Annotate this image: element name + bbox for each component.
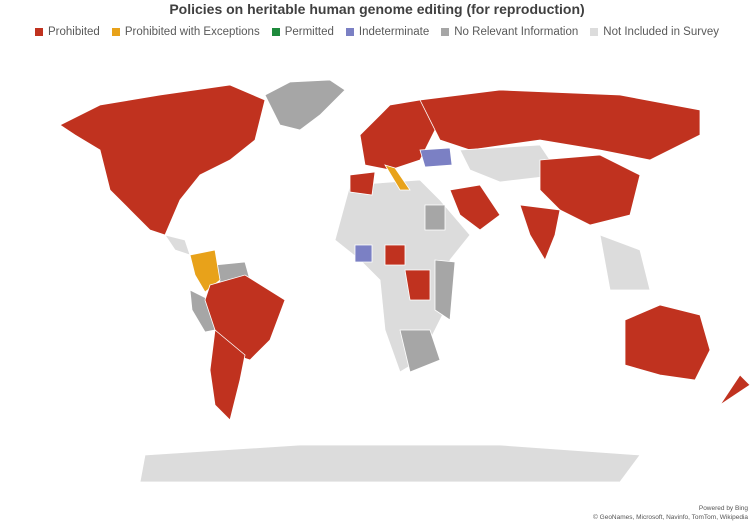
- region: [354, 244, 373, 263]
- legend-swatch: [441, 28, 450, 36]
- powered-by: Powered by Bing: [698, 505, 748, 512]
- region: [424, 204, 446, 231]
- legend-item: Not Included in Survey: [590, 26, 719, 38]
- region: [264, 79, 346, 131]
- region: [539, 154, 641, 226]
- legend-item: Permitted: [271, 26, 334, 38]
- region: [404, 269, 431, 301]
- region: [164, 234, 191, 256]
- legend-swatch: [590, 28, 599, 36]
- region: [359, 99, 441, 171]
- region: [384, 164, 411, 191]
- region: [599, 234, 651, 291]
- legend-item: Indeterminate: [345, 26, 430, 38]
- attribution: Powered by Bing © GeoNames, Microsoft, N…: [593, 504, 748, 522]
- map-title: Policies on heritable human genome editi…: [169, 1, 585, 17]
- legend-label: Permitted: [284, 26, 334, 38]
- legend-swatch: [111, 28, 120, 36]
- legend: Prohibited Prohibited with Exceptions Perm…: [0, 26, 754, 38]
- region: [209, 329, 246, 421]
- legend-swatch: [35, 28, 44, 36]
- legend-label: Not Included in Survey: [603, 26, 719, 38]
- region: [519, 204, 561, 261]
- region: [624, 304, 711, 381]
- region: [384, 244, 406, 266]
- region: [449, 184, 501, 231]
- region: [419, 147, 453, 168]
- region: [139, 444, 641, 483]
- legend-item: Prohibited: [35, 26, 100, 38]
- region: [399, 329, 441, 373]
- region: [59, 84, 266, 236]
- legend-item: Prohibited with Exceptions: [111, 26, 260, 38]
- region: [434, 259, 456, 321]
- legend-label: No Relevant Information: [454, 26, 579, 38]
- legend-label: Prohibited with Exceptions: [124, 26, 260, 38]
- legend-label: Indeterminate: [358, 26, 430, 38]
- region: [459, 144, 561, 183]
- legend-swatch: [345, 28, 354, 36]
- sources: © GeoNames, Microsoft, Navinfo, TomTom, …: [593, 514, 748, 521]
- region: [419, 89, 701, 161]
- legend-label: Prohibited: [48, 26, 100, 38]
- legend-swatch: [271, 28, 280, 36]
- legend-item: No Relevant Information: [441, 26, 578, 38]
- region: [349, 171, 376, 196]
- region: [719, 374, 751, 406]
